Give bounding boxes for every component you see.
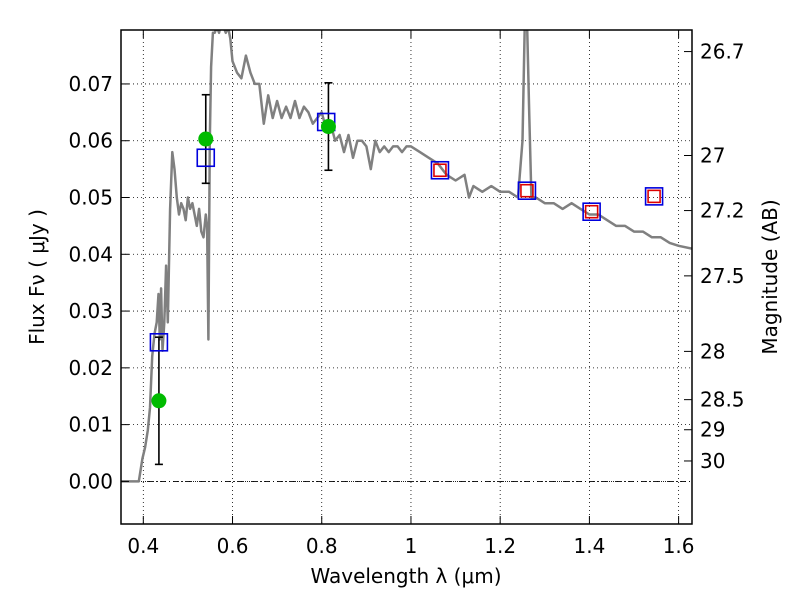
x-tick-label: 1.4: [573, 534, 605, 558]
x-tick-label: 1.6: [663, 534, 695, 558]
model-square-marker: [582, 202, 601, 222]
y-tick-label: 0.06: [68, 129, 113, 153]
y-tick-label: 0.00: [68, 469, 113, 493]
synthetic-square-marker: [584, 204, 599, 219]
synthetic-square-marker: [520, 183, 534, 198]
x-tick-label: 1: [405, 534, 418, 558]
y2-tick-label: 27.5: [700, 264, 745, 288]
y2-tick-label: 30: [700, 449, 725, 473]
model-square-marker: [196, 148, 216, 168]
model-square-marker: [430, 160, 450, 180]
observed-point: [198, 131, 214, 147]
ticks: [121, 30, 692, 524]
observed-point: [320, 119, 336, 135]
y2-tick-label: 26.7: [700, 40, 745, 64]
x-axis-label: Wavelength λ (μm): [310, 564, 501, 588]
y-tick-label: 0.02: [68, 356, 113, 380]
y2-tick-label: 27.2: [700, 199, 745, 223]
model-square-marker: [644, 187, 664, 206]
y-tick-label: 0.01: [68, 413, 113, 437]
y-tick-label: 0.03: [68, 299, 113, 323]
model-square-marker: [517, 181, 537, 200]
y-axis-label: Flux Fν ( μJy ): [25, 209, 49, 345]
x-tick-label: 0.6: [217, 534, 249, 558]
tick-labels: 0.4 0.6 0.8 1 1.2 1.4 1.6 0.00 0.01 0.02 0.03 0.04 0…: [68, 40, 744, 558]
y-tick-label: 0.05: [68, 186, 113, 210]
y2-tick-label: 28.5: [700, 388, 745, 412]
synthetic-square-marker: [647, 189, 661, 204]
observed-point: [151, 393, 167, 409]
y2-axis-label: Magnitude (AB): [758, 199, 782, 354]
x-tick-label: 0.4: [127, 534, 159, 558]
x-tick-label: 0.8: [306, 534, 338, 558]
x-tick-label: 1.2: [484, 534, 516, 558]
spectrum-line: [121, 30, 692, 483]
y-tick-label: 0.04: [68, 242, 113, 266]
y2-tick-label: 27: [700, 143, 725, 167]
synthetic-square-marker: [433, 163, 447, 178]
y2-tick-label: 29: [700, 418, 725, 442]
plot-frame: [120, 29, 693, 525]
model-square-marker: [149, 332, 169, 352]
y-tick-label: 0.07: [68, 72, 113, 96]
plot-area: [121, 30, 692, 483]
y2-tick-label: 28: [700, 339, 725, 363]
